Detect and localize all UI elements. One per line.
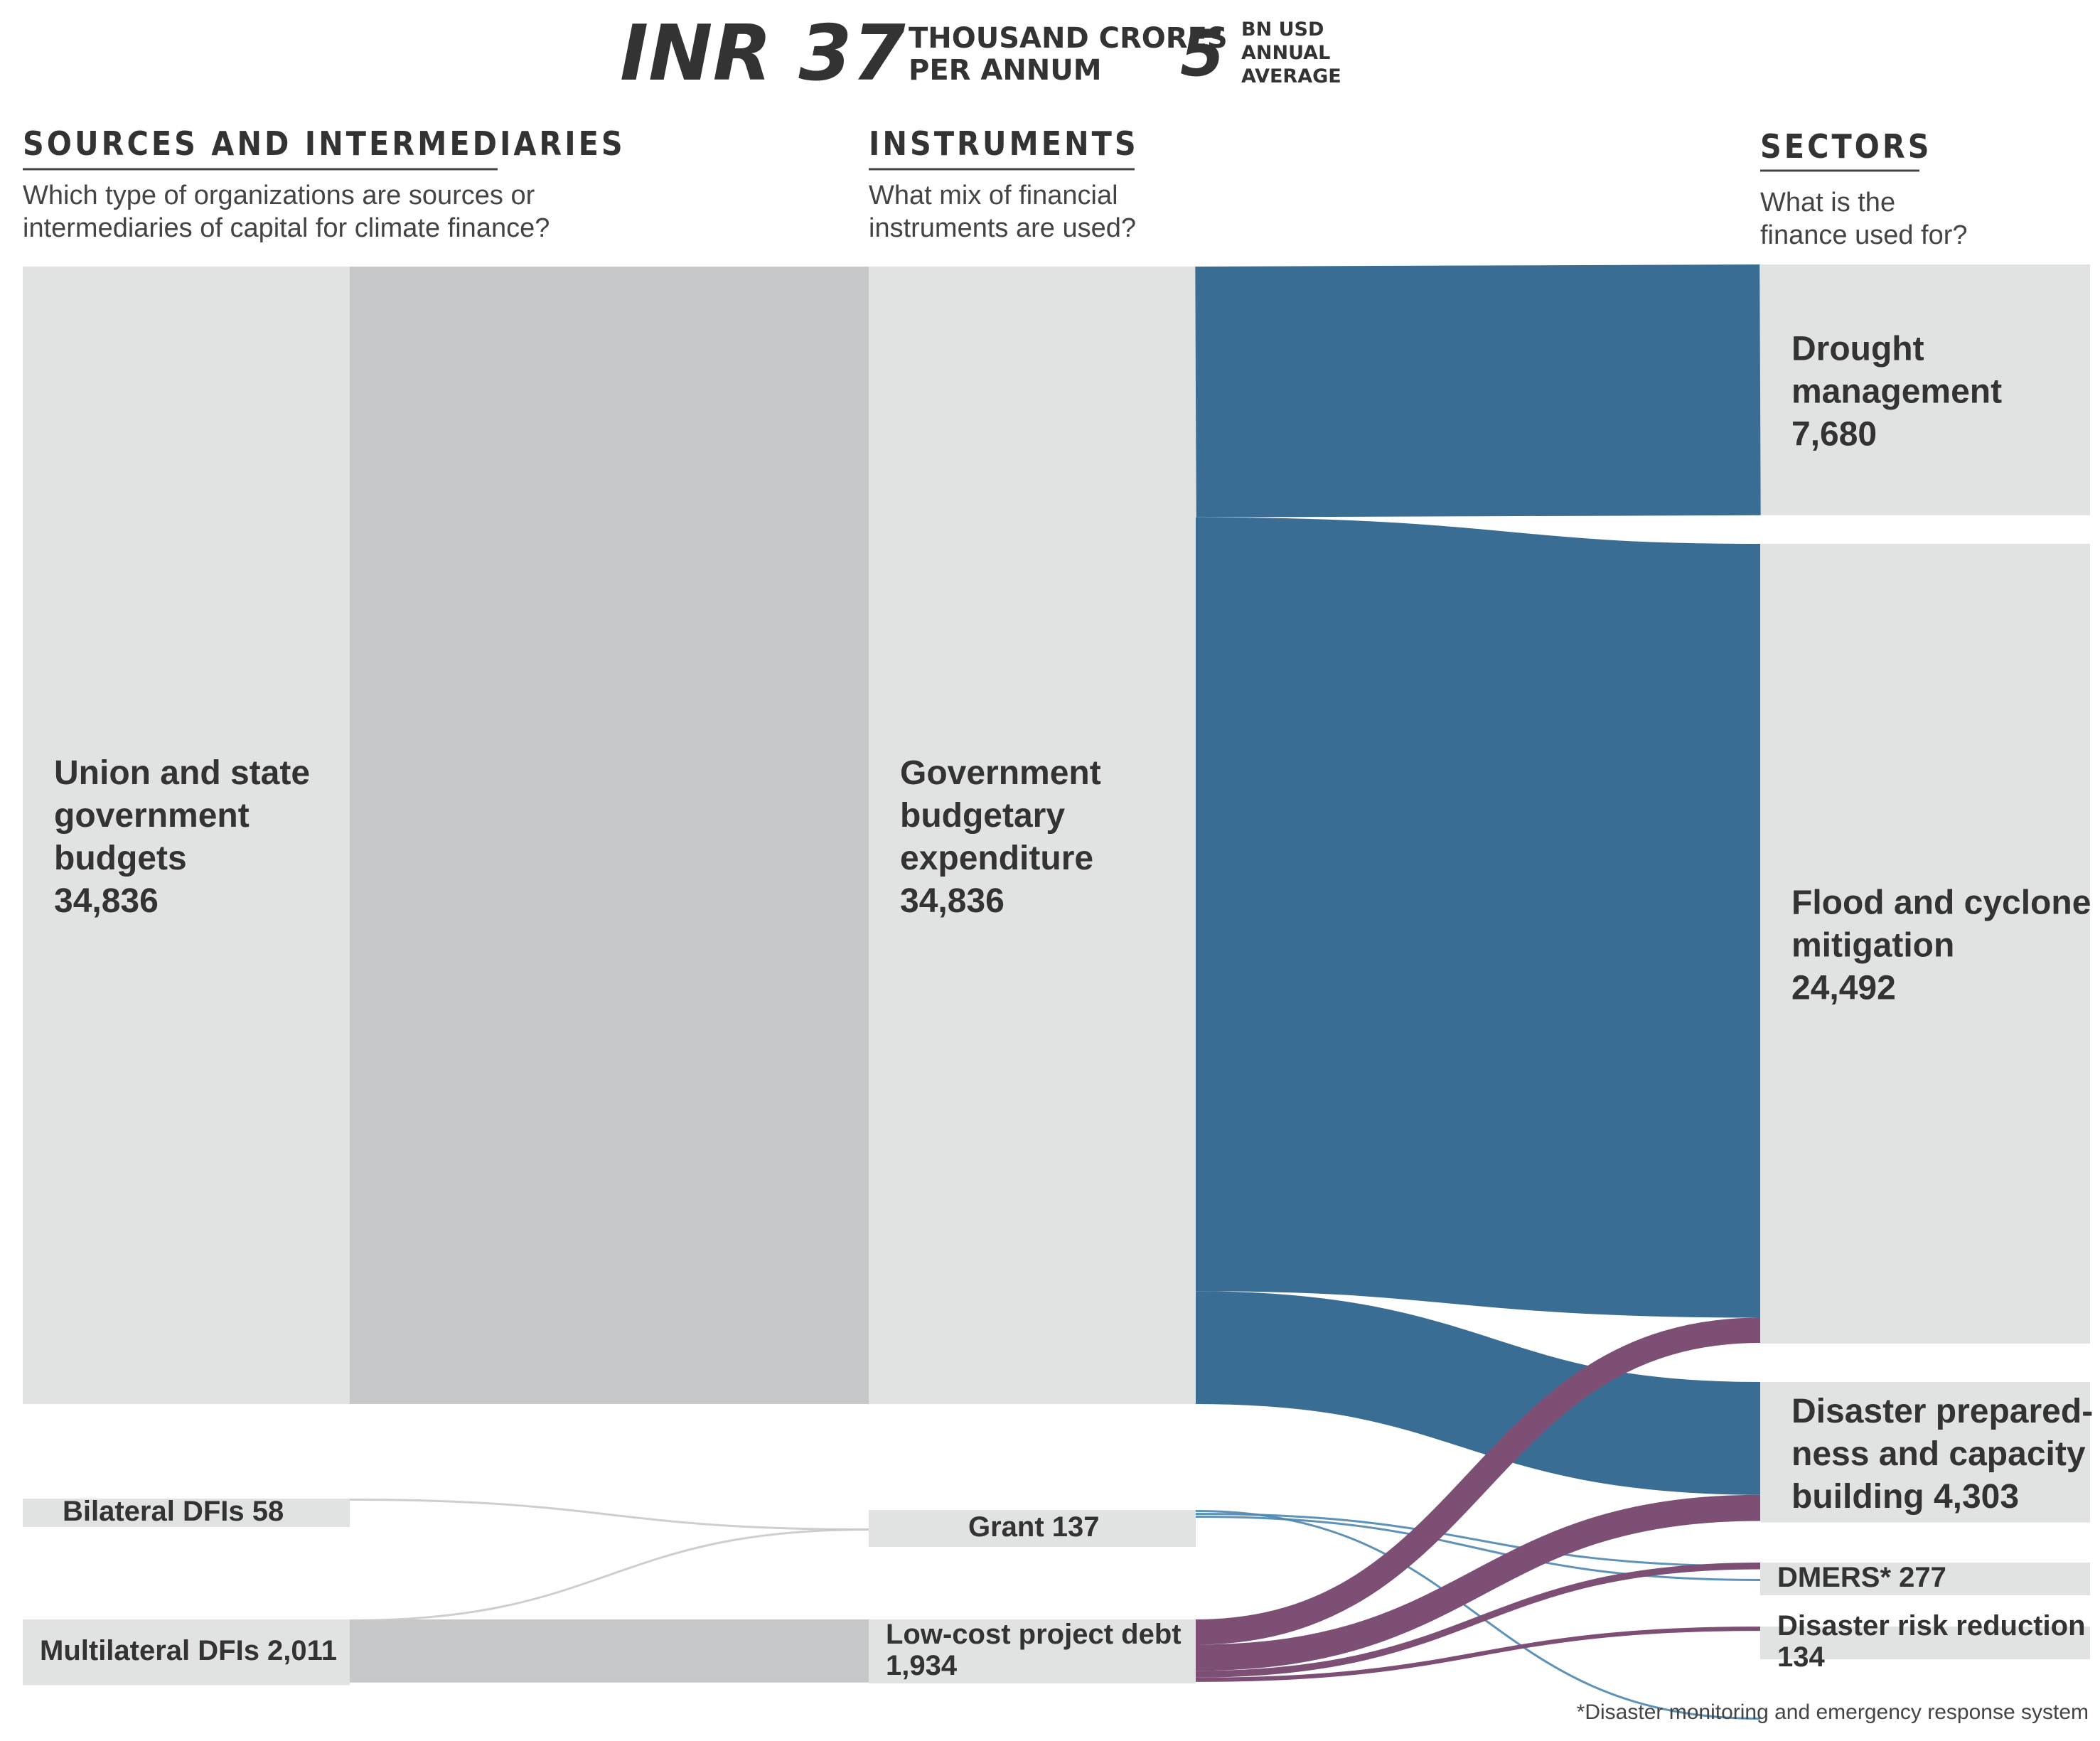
node-labels: Union and state government budgets 34,836 Bi… [40,330,2093,1681]
node-flood [1760,544,2090,1344]
amount-unit-line2: PER ANNUM [909,54,1102,87]
link-multilateral-grant [349,1528,869,1622]
node-union [23,267,350,1404]
label-flood-line: Flood and cyclone [1791,884,2091,921]
label-dmers: DMERS* 277 [1777,1562,1946,1593]
instruments-subtitle-line1: What mix of financial [869,181,1118,210]
label-multilateral-line: Multilateral DFIs 2,011 [40,1635,337,1666]
link-bilateral-grant [349,1499,869,1531]
sources-subtitle-line2: intermediaries of capital for climate fi… [23,213,550,243]
usd-line2: ANNUAL [1241,42,1330,64]
label-drr-line: Disaster risk reduction [1777,1610,2086,1641]
total-amount: INR 37 [620,9,906,98]
instruments-subtitle-line2: instruments are used? [869,213,1136,243]
node-dmers [1760,1563,2090,1595]
column-instruments-heading: INSTRUMENTS What mix of financial instru… [869,124,1139,243]
label-union-line: budgets [54,840,187,877]
node-grant [869,1510,1196,1547]
node-drought [1760,264,2090,515]
label-union: Union and state government budgets 34,836 [54,754,310,920]
label-drought-line: management [1791,373,2002,410]
label-flood-line: mitigation [1791,926,1954,964]
instruments-title: INSTRUMENTS [869,124,1139,163]
link-budget-prep [1195,1291,1761,1495]
label-bilateral: Bilateral DFIs 58 [63,1496,284,1527]
sources-subtitle-line1: Which type of organizations are sources … [23,181,535,210]
label-prep-line: Disaster prepared- [1791,1393,2093,1430]
amount-unit-line1: THOUSAND CRORES [909,22,1228,55]
label-debt-line: 1,934 [886,1650,958,1681]
node-prep [1760,1382,2090,1523]
link-grant-prep [1195,1513,1761,1568]
usd-value: 5 [1180,16,1225,91]
label-grant-line: Grant 137 [968,1511,1100,1543]
label-prep-line: ness and capacity [1791,1435,2086,1473]
label-budget-line: expenditure [900,840,1093,877]
link-grant-flood [1195,1510,1761,1720]
label-multilateral: Multilateral DFIs 2,011 [40,1635,337,1666]
label-prep-line: building 4,303 [1791,1478,2019,1516]
label-budget: Government budgetary expenditure 34,836 [900,754,1101,920]
label-drought: Drought management 7,680 [1791,330,2002,453]
link-debt-prep [1195,1494,1761,1671]
label-flood: Flood and cyclone mitigation 24,492 [1791,884,2091,1007]
label-prep: Disaster prepared-ness and capacity build… [1791,1393,2093,1516]
source-bands [350,267,869,1683]
label-union-line: 34,836 [54,882,159,920]
node-multilateral [23,1619,350,1686]
label-drought-line: Drought [1791,330,1924,368]
band-union-budget [350,267,869,1404]
label-debt-line: Low-cost project debt [886,1619,1182,1650]
node-bilateral [23,1499,350,1527]
label-drought-line: 7,680 [1791,415,1877,453]
label-bilateral-line: Bilateral DFIs 58 [63,1496,284,1527]
link-debt-dmers [1195,1562,1761,1678]
label-drr-line: 134 [1777,1641,1825,1673]
band-multilateral-debt [350,1619,869,1683]
label-debt: Low-cost project debt 1,934 [886,1619,1182,1681]
link-debt-drr [1195,1627,1761,1682]
column-sectors-heading: SECTORS What is the finance used for? [1760,127,1968,250]
sectors-subtitle-line1: What is the [1760,188,1895,218]
link-grant-dmers [1195,1516,1761,1581]
label-budget-line: budgetary [900,797,1065,835]
column-sources-heading: SOURCES AND INTERMEDIARIES Which type of… [23,124,626,243]
link-budget-flood [1195,517,1761,1318]
label-flood-line: 24,492 [1791,969,1896,1007]
node-budget [869,267,1196,1404]
usd-line1: BN USD [1241,18,1324,41]
node-debt [869,1619,1196,1683]
node-drr [1760,1627,2090,1659]
label-budget-line: Government [900,754,1101,792]
footnote: *Disaster monitoring and emergency respo… [1577,1700,2089,1724]
label-dmers-line: DMERS* 277 [1777,1562,1946,1593]
label-budget-line: 34,836 [900,882,1005,920]
sankey-nodes [23,264,2090,1686]
label-union-line: Union and state [54,754,310,792]
sources-title: SOURCES AND INTERMEDIARIES [23,124,626,163]
label-union-line: government [54,797,250,835]
link-budget-drought [1195,264,1761,518]
sankey-links [349,264,1761,1720]
label-grant: Grant 137 [968,1511,1100,1543]
sectors-subtitle-line2: finance used for? [1760,220,1968,250]
chart-header: INR 37 THOUSAND CRORES PER ANNUM 5 BN US… [620,9,1341,98]
label-drr: Disaster risk reduction 134 [1777,1610,2086,1673]
link-debt-flood [1195,1317,1761,1645]
usd-line3: AVERAGE [1241,65,1341,87]
sectors-title: SECTORS [1760,127,1932,166]
